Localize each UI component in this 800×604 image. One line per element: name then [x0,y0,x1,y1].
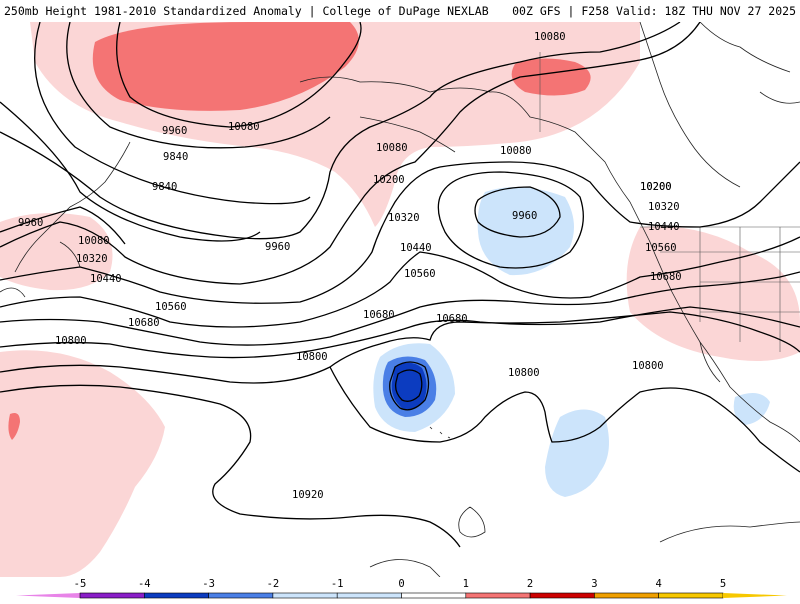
colorbar-tick-label: -3 [202,578,215,590]
contour-label: 10800 [632,360,664,372]
pos-anomaly-japan [0,213,113,291]
neg-anomaly-mexico [733,393,770,425]
colorbar-swatch [465,592,531,599]
colorbar-svg: -5 -4 -3 -2 -1 0 1 2 3 4 5 [16,578,787,599]
pos-anomaly-southwest [0,350,165,577]
colorbar-tick-label: -2 [267,578,280,590]
contour-label: 10320 [388,212,420,224]
title-bar: 250mb Height 1981-2010 Standardized Anom… [0,0,800,22]
colorbar-tick-label: 0 [398,578,404,590]
contour-label: 10560 [155,301,187,313]
colorbar-swatch [79,592,145,599]
colorbar-tick-label: 1 [463,578,469,590]
pos2-anomaly-small [8,413,20,440]
colorbar-tick-label: -1 [331,578,344,590]
map-title: 250mb Height 1981-2010 Standardized Anom… [4,4,489,18]
pos2-anomaly-siberia [92,22,359,111]
contour-label: 10080 [534,31,566,43]
colorbar-tick-label: 5 [720,578,726,590]
colorbar-swatch [529,592,595,599]
contour-label: 10680 [436,313,468,325]
contour-label: 10200 [640,181,672,193]
contour-label: 10200 [373,174,405,186]
colorbar: -5 -4 -3 -2 -1 0 1 2 3 4 5 [0,577,800,600]
contour-label: 10800 [55,335,87,347]
contour-label: 10440 [400,242,432,254]
contour-label: 10440 [648,221,680,233]
colorbar-swatch [658,592,724,599]
contour-label: 10680 [363,309,395,321]
pos-anomaly-westus [626,226,800,361]
map-panel: 10080 10080 9960 9840 9840 10080 10200 1… [0,22,800,577]
contour-label: 10320 [76,253,108,265]
colorbar-swatch [144,592,209,599]
contour-label: 10680 [128,317,160,329]
colorbar-tick-label: -4 [138,578,151,590]
coastlines [0,22,800,577]
contour-label: 9840 [152,181,177,193]
contour-label: 10320 [648,201,680,213]
contour-label: 10800 [296,351,328,363]
contour-label: 10560 [404,268,436,280]
model-run-info: 00Z GFS | F258 Valid: 18Z THU NOV 27 202… [512,4,796,18]
colorbar-tick-label: -5 [74,578,87,590]
contour-label: 10080 [78,235,110,247]
contour-label: 9840 [163,151,188,163]
colorbar-swatch [208,592,274,599]
contour-label: 10440 [90,273,122,285]
colorbar-tick-label: 2 [527,578,533,590]
colorbar-swatch [16,593,80,598]
contour-label: 9960 [162,125,187,137]
colorbar-tick-label: 3 [591,578,597,590]
contour-label: 9960 [18,217,43,229]
contour-label: 10800 [508,367,540,379]
contour-label: 10080 [376,142,408,154]
colorbar-ticks: -5 -4 -3 -2 -1 0 1 2 3 4 5 [74,578,726,590]
colorbar-swatch [401,592,467,599]
anomaly-shading [0,22,800,577]
contour-label: 10680 [650,271,682,283]
contour-label: 10080 [228,121,260,133]
neg-anomaly-goa [477,187,574,276]
contour-label: 10920 [292,489,324,501]
contour-labels: 10080 10080 9960 9840 9840 10080 10200 1… [18,31,682,501]
pos2-anomaly-canada [511,58,591,96]
colorbar-swatch [723,593,787,598]
anomaly-map: 10080 10080 9960 9840 9840 10080 10200 1… [0,22,800,577]
colorbar-swatches [16,592,787,599]
colorbar-tick-label: 4 [656,578,662,590]
contour-label: 10200 [640,181,672,193]
contour-label: 10560 [645,242,677,254]
contour-label: 9960 [512,210,537,222]
height-contours [0,22,800,548]
colorbar-swatch [594,592,660,599]
colorbar-swatch [272,592,338,599]
contour-label: 9960 [265,241,290,253]
contour-label: 10080 [500,145,532,157]
colorbar-swatch [336,592,402,599]
